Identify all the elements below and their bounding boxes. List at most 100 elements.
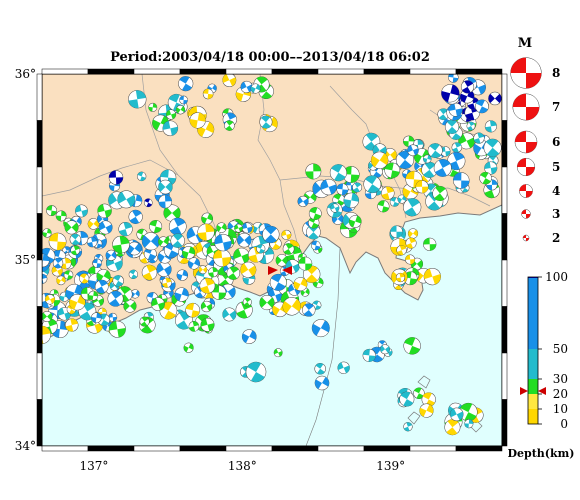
focal-mechanism-ball-quadrant [430, 150, 441, 158]
focal-mechanism-ball-quadrant [273, 348, 279, 355]
focal-mechanism-ball-quadrant [55, 215, 62, 222]
focal-mechanism-ball-quadrant [100, 319, 109, 326]
focal-mechanism-ball [143, 198, 153, 208]
focal-mechanism-ball-quadrant [57, 268, 63, 276]
focal-mechanism-ball-quadrant [182, 250, 189, 259]
focal-mechanism-ball-quadrant [120, 286, 131, 295]
focal-mechanism-ball-quadrant [200, 318, 208, 327]
focal-mechanism-ball-quadrant [381, 193, 390, 200]
focal-mechanism-ball-quadrant [179, 256, 190, 264]
magnitude-legend-ball [516, 157, 536, 177]
focal-mechanism-ball-quadrant [142, 235, 151, 248]
focal-mechanism-ball-quadrant [305, 263, 313, 271]
magnitude-legend-ball-quadrant [526, 214, 531, 219]
focal-mechanism-ball [197, 223, 215, 241]
focal-mechanism-ball [222, 74, 237, 88]
focal-mechanism-ball [444, 419, 461, 436]
focal-mechanism-ball-quadrant [222, 108, 229, 114]
focal-mechanism-ball [403, 198, 422, 217]
focal-mechanism-ball-quadrant [468, 419, 474, 424]
focal-mechanism-ball-quadrant [147, 312, 154, 318]
focal-mechanism-ball [245, 361, 267, 383]
focal-mechanism-ball-quadrant [158, 182, 166, 192]
frame-bar-top [179, 68, 227, 75]
focal-mechanism-ball-quadrant [412, 148, 419, 156]
focal-mechanism-ball-quadrant [71, 222, 79, 233]
focal-mechanism-ball-quadrant [261, 91, 272, 99]
focal-mechanism-ball-quadrant [441, 90, 451, 102]
focal-mechanism-ball-quadrant [64, 311, 71, 320]
focal-mechanism-ball-quadrant [313, 213, 322, 220]
focal-mechanism-ball [136, 171, 147, 182]
focal-mechanism-ball-quadrant [311, 240, 318, 246]
focal-mechanism-ball-quadrant [95, 254, 101, 259]
focal-mechanism-ball-quadrant [142, 272, 153, 280]
depth-tick-label: 0 [560, 417, 568, 431]
focal-mechanism-ball-quadrant [229, 77, 236, 87]
focal-mechanism-ball-quadrant [372, 354, 384, 362]
focal-mechanism-ball [448, 74, 459, 83]
focal-mechanism-ball-quadrant [227, 273, 237, 280]
focal-mechanism-ball [201, 212, 214, 225]
lat-tick-label: 36° [15, 67, 36, 81]
focal-mechanism-ball-quadrant [173, 233, 183, 241]
focal-mechanism-ball-quadrant [412, 229, 418, 237]
focal-mechanism-ball [421, 161, 438, 178]
focal-mechanism-ball-quadrant [334, 206, 340, 212]
focal-mechanism-ball [311, 319, 330, 338]
focal-mechanism-ball-quadrant [81, 287, 88, 294]
focal-mechanism-ball-quadrant [162, 282, 168, 288]
focal-mechanism-ball-quadrant [128, 99, 139, 109]
focal-mechanism-ball-quadrant [176, 273, 183, 281]
focal-mechanism-ball-quadrant [205, 223, 215, 233]
focal-mechanism-ball-quadrant [465, 112, 475, 121]
frame-bar-top [455, 68, 503, 75]
focal-mechanism-ball-quadrant [494, 93, 502, 104]
focal-mechanism-ball-quadrant [148, 257, 156, 263]
focal-mechanism-ball [395, 150, 415, 169]
focal-mechanism-ball-quadrant [399, 159, 412, 169]
focal-mechanism-ball-quadrant [81, 278, 89, 284]
focal-mechanism-ball-quadrant [315, 363, 324, 369]
focal-mechanism-ball-quadrant [87, 266, 96, 274]
magnitude-legend-label: 7 [552, 100, 560, 114]
focal-mechanism-ball [240, 261, 257, 278]
focal-mechanism-ball-quadrant [53, 300, 61, 307]
focal-mechanism-ball-quadrant [247, 226, 253, 233]
focal-mechanism-ball-quadrant [171, 294, 179, 305]
focal-mechanism-ball [390, 225, 403, 239]
focal-mechanism-ball-quadrant [109, 170, 116, 178]
depth-band [528, 379, 538, 394]
focal-mechanism-ball-quadrant [452, 152, 465, 162]
focal-mechanism-ball-quadrant [179, 95, 184, 100]
focal-mechanism-ball [320, 178, 337, 196]
focal-mechanism-ball-quadrant [176, 107, 181, 114]
focal-mechanism-ball-quadrant [372, 144, 380, 155]
magnitude-legend-ball-quadrant [526, 191, 533, 198]
focal-mechanism-ball [437, 108, 450, 121]
focal-mechanism-ball-quadrant [407, 198, 420, 208]
focal-mechanism-ball [453, 172, 470, 189]
focal-mechanism-ball-quadrant [170, 126, 178, 136]
focal-mechanism-ball-quadrant [318, 277, 324, 285]
focal-mechanism-ball-quadrant [151, 297, 159, 307]
focal-mechanism-ball [216, 222, 227, 233]
focal-mechanisms-layer [42, 74, 502, 436]
focal-mechanism-ball-quadrant [88, 295, 94, 301]
focal-mechanism-ball-quadrant [405, 171, 415, 180]
focal-mechanism-ball-quadrant [226, 120, 234, 126]
focal-mechanism-ball [183, 342, 194, 353]
focal-mechanism-ball [241, 222, 253, 234]
focal-mechanism-ball-quadrant [462, 86, 471, 94]
focal-mechanism-ball-quadrant [179, 76, 190, 84]
focal-mechanism-ball-quadrant [221, 223, 227, 231]
frame-bar-left [36, 73, 43, 121]
focal-mechanism-ball [79, 273, 90, 284]
magnitude-legend-ball [522, 234, 530, 242]
focal-mechanism-ball-quadrant [233, 248, 242, 260]
focal-mechanism-ball-quadrant [193, 258, 200, 267]
focal-mechanism-ball-quadrant [163, 237, 169, 245]
focal-mechanism-ball-quadrant [165, 182, 173, 192]
focal-mechanism-ball-quadrant [491, 179, 498, 185]
focal-mechanism-ball-quadrant [71, 250, 77, 255]
